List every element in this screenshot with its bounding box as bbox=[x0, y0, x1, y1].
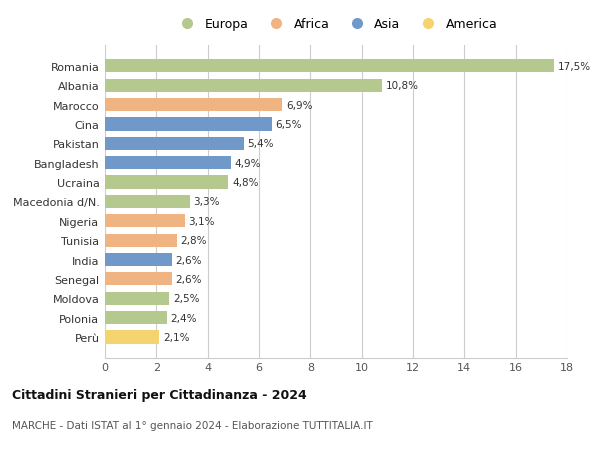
Text: 6,5%: 6,5% bbox=[275, 120, 302, 129]
Legend: Europa, Africa, Asia, America: Europa, Africa, Asia, America bbox=[172, 16, 500, 34]
Text: MARCHE - Dati ISTAT al 1° gennaio 2024 - Elaborazione TUTTITALIA.IT: MARCHE - Dati ISTAT al 1° gennaio 2024 -… bbox=[12, 420, 373, 430]
Bar bbox=[105, 118, 272, 131]
Bar bbox=[105, 234, 177, 247]
Bar bbox=[105, 311, 167, 325]
Text: 2,4%: 2,4% bbox=[170, 313, 197, 323]
Text: 2,6%: 2,6% bbox=[176, 274, 202, 284]
Text: 2,6%: 2,6% bbox=[176, 255, 202, 265]
Text: 3,1%: 3,1% bbox=[188, 216, 215, 226]
Bar bbox=[105, 253, 172, 267]
Text: Cittadini Stranieri per Cittadinanza - 2024: Cittadini Stranieri per Cittadinanza - 2… bbox=[12, 388, 307, 401]
Bar bbox=[105, 273, 172, 286]
Text: 2,1%: 2,1% bbox=[163, 332, 189, 342]
Bar bbox=[105, 79, 382, 93]
Bar bbox=[105, 99, 282, 112]
Bar bbox=[105, 215, 185, 228]
Bar bbox=[105, 330, 159, 344]
Bar bbox=[105, 60, 554, 73]
Text: 10,8%: 10,8% bbox=[386, 81, 419, 91]
Bar bbox=[105, 292, 169, 305]
Text: 2,8%: 2,8% bbox=[181, 235, 207, 246]
Bar bbox=[105, 196, 190, 208]
Text: 6,9%: 6,9% bbox=[286, 101, 313, 110]
Text: 3,3%: 3,3% bbox=[194, 197, 220, 207]
Text: 2,5%: 2,5% bbox=[173, 294, 200, 303]
Bar bbox=[105, 157, 231, 170]
Text: 4,8%: 4,8% bbox=[232, 178, 259, 188]
Text: 4,9%: 4,9% bbox=[235, 158, 261, 168]
Text: 17,5%: 17,5% bbox=[558, 62, 591, 72]
Bar bbox=[105, 176, 228, 189]
Bar bbox=[105, 137, 244, 151]
Text: 5,4%: 5,4% bbox=[247, 139, 274, 149]
